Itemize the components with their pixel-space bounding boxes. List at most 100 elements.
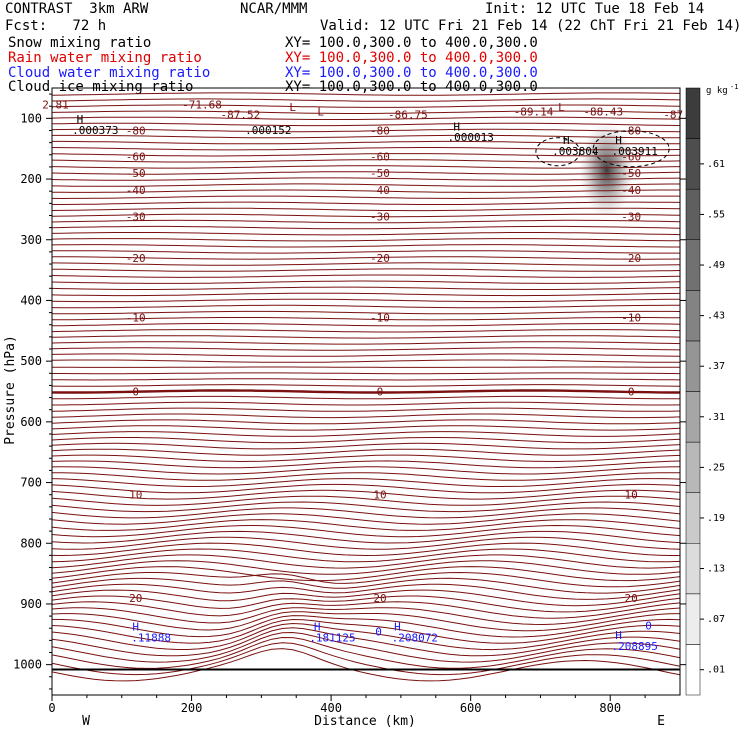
extremum-label-22: .181125 <box>309 632 355 645</box>
x-axis-label: Distance (km) <box>314 714 416 729</box>
isotherm-390 <box>51 292 681 297</box>
isotherm-560 <box>52 395 680 400</box>
isotherm-170 <box>51 159 681 163</box>
init-time: Init: 12 UTC Tue 18 Feb 14 <box>485 1 705 17</box>
isotherm-530 <box>51 378 681 381</box>
isotherm-850 <box>51 566 681 582</box>
extremum-label-3: -87.52 <box>221 108 261 121</box>
colorbar-segment-5 <box>685 391 701 443</box>
extremum-label-12: .000152 <box>245 124 291 137</box>
snow-maximum-shade <box>578 121 635 218</box>
contour-label--80-1: -80 <box>370 124 390 137</box>
contour-label--40-1: -40 <box>370 184 390 197</box>
y-axis-label: Pressure (hPa) <box>3 335 18 445</box>
isotherm-100 <box>51 116 681 120</box>
isotherm-220 <box>51 189 680 193</box>
isotherm-830 <box>51 554 681 569</box>
extremum-label-5: L <box>317 105 324 118</box>
model-title: CONTRAST 3km ARW <box>5 1 149 17</box>
isotherm-970 <box>51 627 681 657</box>
isotherm-150 <box>51 147 681 151</box>
colorbar-label-9: .55 <box>707 209 725 220</box>
contour-label-20-1: 20 <box>373 592 386 605</box>
colorbar-label-5: .31 <box>707 412 725 423</box>
field-cloudwater-label: Cloud water mixing ratio <box>8 65 211 81</box>
colorbar-unit: g kg <box>706 86 728 96</box>
extremum-label-7: L <box>558 101 565 114</box>
isotherm-210 <box>51 183 680 187</box>
colorbar-segment-10 <box>685 138 701 190</box>
x-tick-label-600: 600 <box>460 701 482 715</box>
colorbar-segment-8 <box>685 239 701 291</box>
isotherm-360 <box>51 274 681 278</box>
isotherm-640 <box>51 442 681 450</box>
y-tick-label-1000: 1000 <box>13 658 42 672</box>
extremum-label-1: -71.68 <box>182 99 222 112</box>
colorbar-label-2: .13 <box>707 564 725 575</box>
isotherm-370 <box>51 280 681 284</box>
contour-label--50-0: -50 <box>126 167 146 180</box>
isotherm-180 <box>51 165 681 169</box>
y-tick-label-700: 700 <box>20 476 42 490</box>
contour-label--20-2: -20 <box>621 252 641 265</box>
isotherm-820 <box>51 548 681 563</box>
isotherm-80 <box>51 104 681 108</box>
colorbar-unit-exponent: -1 <box>730 83 738 91</box>
extremum-label-15: H <box>563 134 570 147</box>
extremum-label-24: H <box>394 621 401 634</box>
isotherm-120 <box>51 128 681 133</box>
contour-label-0-0: 0 <box>132 386 139 399</box>
extremum-label-13: H <box>453 120 460 133</box>
isotherm-890 <box>51 589 681 607</box>
isotherm-400 <box>51 298 680 303</box>
field-cloudwater-xy: XY= 100.0,300.0 to 400.0,300.0 <box>285 65 538 81</box>
field-cloudice-xy: XY= 100.0,300.0 to 400.0,300.0 <box>285 79 538 95</box>
isotherm-780 <box>51 524 681 538</box>
isotherm-580 <box>51 407 681 412</box>
colorbar-segment-4 <box>685 441 701 493</box>
y-tick-label-100: 100 <box>20 111 42 125</box>
isotherm-570 <box>52 401 681 406</box>
isotherm-140 <box>52 140 681 145</box>
isotherm-740 <box>51 501 681 513</box>
isotherm-660 <box>51 454 681 463</box>
isotherm-440 <box>51 323 681 327</box>
extremum-label-0: 2.81 <box>42 99 69 112</box>
isotherm-810 <box>51 542 680 557</box>
isotherm-240 <box>52 201 681 205</box>
y-tick-label-600: 600 <box>20 415 42 429</box>
contour-label--10-2: -10 <box>621 311 641 324</box>
isotherm-90 <box>51 110 681 114</box>
isotherm-610 <box>51 425 681 431</box>
isotherm-70 <box>51 98 681 102</box>
y-tick-label-200: 200 <box>20 172 42 186</box>
colorbar-segment-11 <box>685 87 701 139</box>
extremum-label-4: -86.75 <box>388 108 428 121</box>
contour-label--40-0: -40 <box>126 184 146 197</box>
isotherm-60 <box>51 92 681 96</box>
cloud-ice-contour-a <box>535 137 581 167</box>
extremum-label-19: H <box>132 621 139 634</box>
extremum-label-6: -89.14 <box>514 105 554 118</box>
colorbar-segment-3 <box>685 492 701 544</box>
isotherm-340 <box>51 262 681 266</box>
colorbar-label-3: .19 <box>707 513 725 524</box>
isotherm-450 <box>51 329 681 333</box>
cloud-ice-contour-b <box>592 130 670 168</box>
isotherm-290 <box>51 232 681 236</box>
org-title: NCAR/MMM <box>240 1 308 17</box>
isotherm-270 <box>51 219 681 224</box>
isotherm-650 <box>51 448 681 456</box>
isotherm-730 <box>51 495 681 506</box>
isotherm-520 <box>52 372 681 375</box>
extremum-label-8: -88.43 <box>583 105 623 118</box>
contour-label-0-1: 0 <box>377 386 384 399</box>
isotherm-430 <box>52 317 681 321</box>
isotherm-960 <box>51 622 681 651</box>
isotherm-300 <box>51 238 681 242</box>
isotherm-310 <box>51 244 680 248</box>
field-snow-xy: XY= 100.0,300.0 to 400.0,300.0 <box>285 35 538 51</box>
isotherm-630 <box>51 437 681 444</box>
isotherm-420 <box>52 310 681 315</box>
isotherm-910 <box>51 601 681 619</box>
